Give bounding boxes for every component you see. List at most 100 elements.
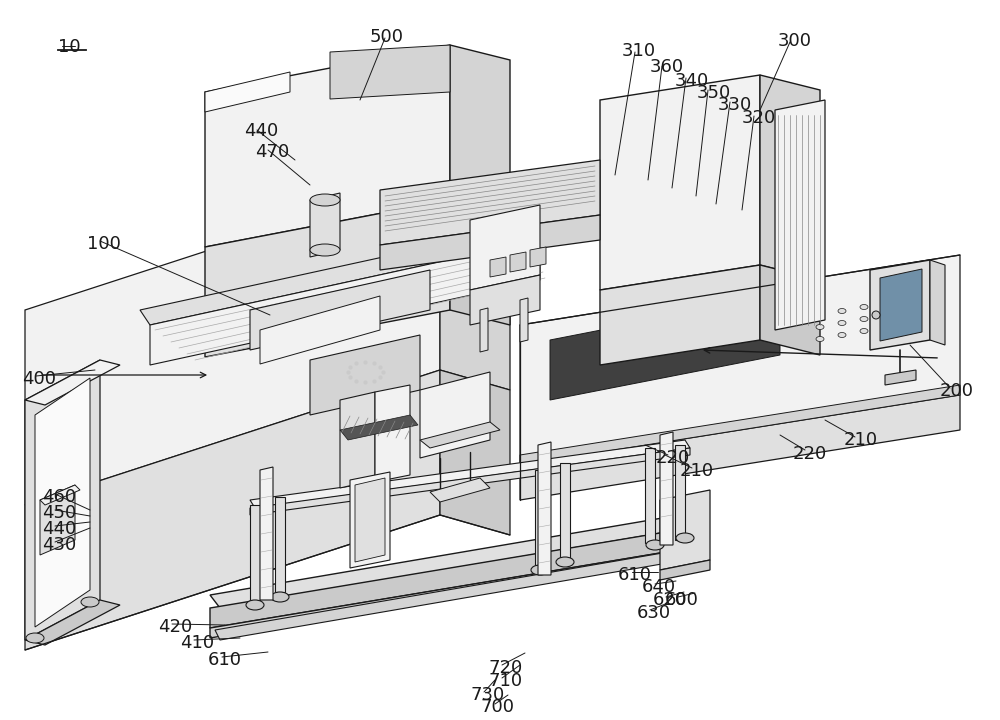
Polygon shape	[25, 175, 440, 505]
Text: 610: 610	[208, 651, 242, 669]
Polygon shape	[150, 240, 540, 365]
Text: 100: 100	[87, 235, 121, 253]
Text: 210: 210	[680, 462, 714, 480]
Polygon shape	[250, 440, 690, 508]
Polygon shape	[25, 370, 440, 650]
Polygon shape	[520, 255, 960, 465]
Ellipse shape	[271, 592, 289, 602]
Text: 10: 10	[58, 38, 81, 56]
Polygon shape	[250, 505, 260, 600]
Text: 350: 350	[697, 84, 731, 102]
Ellipse shape	[816, 312, 824, 318]
Polygon shape	[210, 528, 690, 628]
Text: 610: 610	[618, 566, 652, 584]
Polygon shape	[25, 600, 120, 645]
Polygon shape	[375, 385, 410, 482]
Polygon shape	[40, 485, 80, 505]
Polygon shape	[310, 335, 420, 415]
Polygon shape	[660, 490, 710, 570]
Polygon shape	[470, 205, 540, 290]
Polygon shape	[275, 497, 285, 592]
Ellipse shape	[816, 336, 824, 341]
Ellipse shape	[531, 565, 549, 575]
Ellipse shape	[882, 325, 890, 330]
Text: 460: 460	[42, 488, 76, 506]
Text: 440: 440	[244, 122, 278, 140]
Text: 210: 210	[844, 431, 878, 449]
Polygon shape	[600, 265, 760, 365]
Polygon shape	[660, 432, 673, 545]
Polygon shape	[420, 372, 490, 458]
Text: 360: 360	[650, 58, 684, 76]
Polygon shape	[535, 470, 545, 565]
Polygon shape	[355, 478, 385, 562]
Polygon shape	[210, 548, 690, 638]
Ellipse shape	[310, 244, 340, 256]
Polygon shape	[35, 378, 90, 627]
Polygon shape	[40, 485, 75, 555]
Ellipse shape	[81, 597, 99, 607]
Ellipse shape	[882, 312, 890, 318]
Polygon shape	[25, 360, 100, 640]
Ellipse shape	[838, 333, 846, 338]
Ellipse shape	[26, 633, 44, 643]
Polygon shape	[440, 370, 510, 535]
Polygon shape	[380, 215, 600, 270]
Text: 630: 630	[637, 604, 671, 622]
Polygon shape	[260, 296, 380, 364]
Polygon shape	[520, 395, 960, 500]
Ellipse shape	[860, 305, 868, 310]
Polygon shape	[530, 247, 546, 267]
Text: 420: 420	[158, 618, 192, 636]
Ellipse shape	[246, 600, 264, 610]
Polygon shape	[675, 445, 685, 540]
Polygon shape	[205, 200, 450, 357]
Polygon shape	[520, 385, 960, 465]
Text: 200: 200	[940, 382, 974, 400]
Text: 410: 410	[180, 634, 214, 652]
Polygon shape	[310, 193, 340, 257]
Polygon shape	[205, 45, 450, 247]
Text: 220: 220	[793, 445, 827, 463]
Text: 320: 320	[742, 109, 776, 127]
Text: 730: 730	[470, 686, 504, 704]
Ellipse shape	[556, 557, 574, 567]
Polygon shape	[510, 252, 526, 272]
Text: 710: 710	[488, 672, 522, 690]
Text: 450: 450	[42, 504, 76, 522]
Polygon shape	[870, 260, 930, 350]
Polygon shape	[760, 75, 820, 280]
Ellipse shape	[676, 533, 694, 543]
Text: 720: 720	[488, 659, 522, 677]
Ellipse shape	[310, 194, 340, 206]
Polygon shape	[340, 392, 375, 488]
Polygon shape	[775, 100, 825, 330]
Text: 470: 470	[255, 143, 289, 161]
Text: 700: 700	[481, 698, 515, 716]
Text: 310: 310	[622, 42, 656, 60]
Polygon shape	[205, 72, 290, 112]
Polygon shape	[560, 463, 570, 558]
Polygon shape	[440, 175, 510, 390]
Ellipse shape	[838, 320, 846, 325]
Ellipse shape	[646, 540, 664, 550]
Polygon shape	[340, 415, 418, 440]
Ellipse shape	[860, 317, 868, 322]
Text: 220: 220	[656, 449, 690, 467]
Text: 640: 640	[642, 578, 676, 596]
Polygon shape	[450, 200, 510, 325]
Text: 330: 330	[718, 96, 752, 114]
Text: 500: 500	[370, 28, 404, 46]
Polygon shape	[550, 295, 780, 400]
Polygon shape	[380, 160, 600, 245]
Text: 440: 440	[42, 520, 76, 538]
Polygon shape	[25, 360, 120, 405]
Ellipse shape	[872, 311, 880, 319]
Polygon shape	[450, 45, 510, 215]
Polygon shape	[210, 515, 690, 608]
Ellipse shape	[882, 300, 890, 305]
Polygon shape	[250, 270, 430, 350]
Polygon shape	[660, 560, 710, 580]
Polygon shape	[330, 45, 450, 99]
Polygon shape	[600, 75, 760, 290]
